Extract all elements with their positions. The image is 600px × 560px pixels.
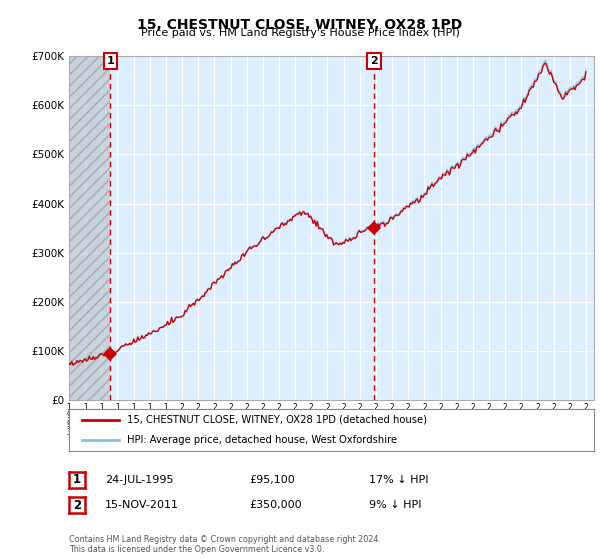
Text: 15, CHESTNUT CLOSE, WITNEY, OX28 1PD (detached house): 15, CHESTNUT CLOSE, WITNEY, OX28 1PD (de… <box>127 415 427 424</box>
Text: 15, CHESTNUT CLOSE, WITNEY, OX28 1PD: 15, CHESTNUT CLOSE, WITNEY, OX28 1PD <box>137 18 463 32</box>
Text: 9% ↓ HPI: 9% ↓ HPI <box>369 500 421 510</box>
Text: 15-NOV-2011: 15-NOV-2011 <box>105 500 179 510</box>
Text: 24-JUL-1995: 24-JUL-1995 <box>105 475 173 485</box>
Text: 2: 2 <box>73 498 81 512</box>
Text: £350,000: £350,000 <box>249 500 302 510</box>
Text: 17% ↓ HPI: 17% ↓ HPI <box>369 475 428 485</box>
Text: Contains HM Land Registry data © Crown copyright and database right 2024.
This d: Contains HM Land Registry data © Crown c… <box>69 535 381 554</box>
Bar <box>69 56 110 400</box>
Text: 2: 2 <box>370 56 378 66</box>
Text: 1: 1 <box>73 473 81 487</box>
Text: HPI: Average price, detached house, West Oxfordshire: HPI: Average price, detached house, West… <box>127 435 397 445</box>
Text: 1: 1 <box>106 56 114 66</box>
Text: £95,100: £95,100 <box>249 475 295 485</box>
Text: Price paid vs. HM Land Registry's House Price Index (HPI): Price paid vs. HM Land Registry's House … <box>140 28 460 38</box>
